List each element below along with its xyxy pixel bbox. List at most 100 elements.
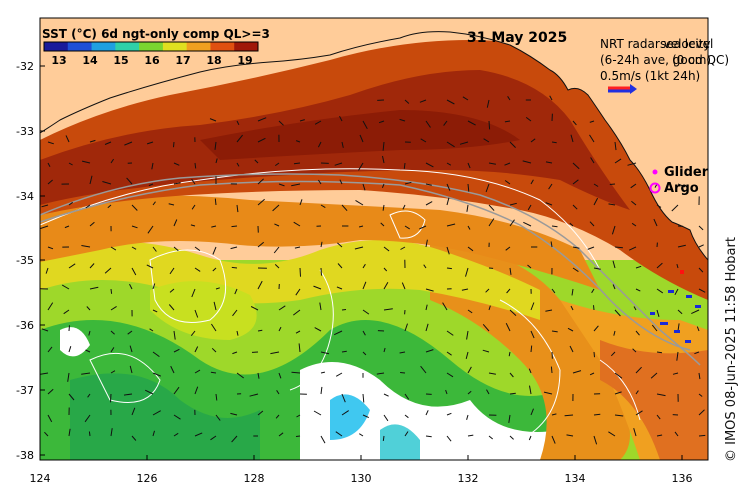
- velocity-vector: [173, 432, 179, 437]
- velocity-vector: [633, 306, 637, 311]
- velocity-vector: [194, 386, 199, 395]
- velocity-vector: [376, 372, 385, 375]
- velocity-vector: [68, 325, 70, 332]
- velocity-vector: [131, 225, 138, 229]
- velocity-vector: [508, 351, 511, 357]
- velocity-vector: [572, 267, 579, 273]
- velocity-vector: [656, 434, 663, 437]
- velocity-vector: [446, 162, 452, 166]
- velocity-vector: [566, 434, 574, 437]
- velocity-vector: [314, 120, 322, 125]
- velocity-vector: [295, 435, 301, 437]
- velocity-vector: [403, 162, 406, 169]
- colorbar-segment: [234, 42, 259, 51]
- velocity-vector: [320, 435, 326, 444]
- velocity-vector: [382, 435, 385, 441]
- velocity-vector: [425, 201, 433, 206]
- velocity-vector: [614, 391, 622, 395]
- velocity-vector: [527, 264, 532, 269]
- glider-legend-label: Glider: [664, 165, 709, 180]
- velocity-vector: [635, 366, 642, 374]
- velocity-vector: [483, 138, 490, 143]
- velocity-vector: [505, 246, 511, 251]
- velocity-vector: [257, 329, 263, 332]
- velocity-vector: [291, 183, 301, 187]
- velocity-vector: [446, 197, 450, 206]
- velocity-vector: [402, 204, 406, 210]
- velocity-vector: [194, 246, 201, 252]
- colorbar-label-19: 19: [237, 54, 252, 67]
- velocity-vector: [399, 351, 406, 354]
- velocity-vector: [169, 288, 175, 293]
- velocity-vector: [257, 372, 260, 379]
- velocity-vector: [529, 385, 532, 395]
- vector-legend-line2: (6-24h ave, good QC): [600, 53, 729, 67]
- velocity-vector: [211, 225, 217, 228]
- velocity-vector: [504, 180, 511, 185]
- velocity-vector: [110, 305, 117, 311]
- velocity-vector: [210, 371, 217, 374]
- velocity-vector: [676, 263, 679, 269]
- velocity-vector: [488, 435, 494, 440]
- velocity-vector: [530, 330, 535, 339]
- velocity-vector: [124, 141, 133, 146]
- velocity-vector: [320, 267, 322, 276]
- velocity-vector: [299, 119, 305, 122]
- velocity-vector: [102, 181, 112, 185]
- velocity-vector: [257, 137, 266, 143]
- velocity-vector: [672, 372, 679, 375]
- lat-label-32: -32: [16, 60, 34, 73]
- velocity-vector: [608, 203, 616, 206]
- velocity-vector: [295, 288, 301, 296]
- velocity-vector: [525, 117, 532, 122]
- velocity-vector: [257, 280, 263, 290]
- lat-label-35: -35: [16, 254, 34, 267]
- velocity-vector: [589, 372, 595, 376]
- radar-points: [650, 290, 701, 343]
- colorbar-segment: [162, 42, 188, 51]
- velocity-vector: [214, 198, 217, 206]
- velocity-vector: [635, 410, 643, 416]
- velocity-vector: [698, 434, 706, 437]
- velocity-vector: [215, 287, 220, 290]
- velocity-vector: [696, 326, 700, 332]
- lat-label-34: -34: [16, 190, 34, 203]
- velocity-vector: [528, 435, 532, 441]
- velocity-vector: [425, 239, 428, 248]
- velocity-vector: [698, 288, 706, 293]
- velocity-vector: [275, 162, 280, 167]
- velocity-vector: [698, 409, 705, 416]
- velocity-vector: [230, 412, 238, 416]
- velocity-vector: [446, 412, 452, 416]
- lon-label-130: 130: [351, 472, 372, 485]
- velocity-vector: [236, 120, 240, 126]
- velocity-vector: [551, 141, 557, 144]
- colorbar-segment: [186, 42, 211, 51]
- velocity-vector: [446, 246, 450, 255]
- velocity-vector: [383, 267, 388, 272]
- velocity-vector: [550, 241, 553, 248]
- velocity-vector: [509, 219, 515, 227]
- velocity-vector: [276, 390, 280, 395]
- velocity-vector: [446, 351, 452, 356]
- velocity-vector: [293, 221, 301, 227]
- velocity-vector: [404, 99, 410, 104]
- velocity-vectors: [39, 95, 706, 445]
- velocity-vector: [378, 120, 385, 124]
- velocity-vector: [40, 372, 49, 375]
- velocity-vector: [530, 138, 536, 143]
- velocity-vector: [522, 160, 532, 164]
- velocity-vector: [131, 246, 137, 250]
- velocity-vector: [380, 222, 385, 227]
- velocity-vector: [509, 202, 517, 206]
- velocity-vector: [236, 372, 244, 379]
- velocity-vector: [425, 435, 432, 438]
- velocity-vector: [250, 306, 259, 311]
- velocity-vector: [215, 414, 221, 421]
- velocity-vector: [656, 262, 663, 269]
- velocity-vector: [129, 365, 133, 374]
- velocity-vector: [656, 309, 660, 317]
- velocity-vector: [152, 372, 161, 377]
- velocity-vector: [425, 183, 432, 186]
- velocity-vector: [215, 158, 218, 164]
